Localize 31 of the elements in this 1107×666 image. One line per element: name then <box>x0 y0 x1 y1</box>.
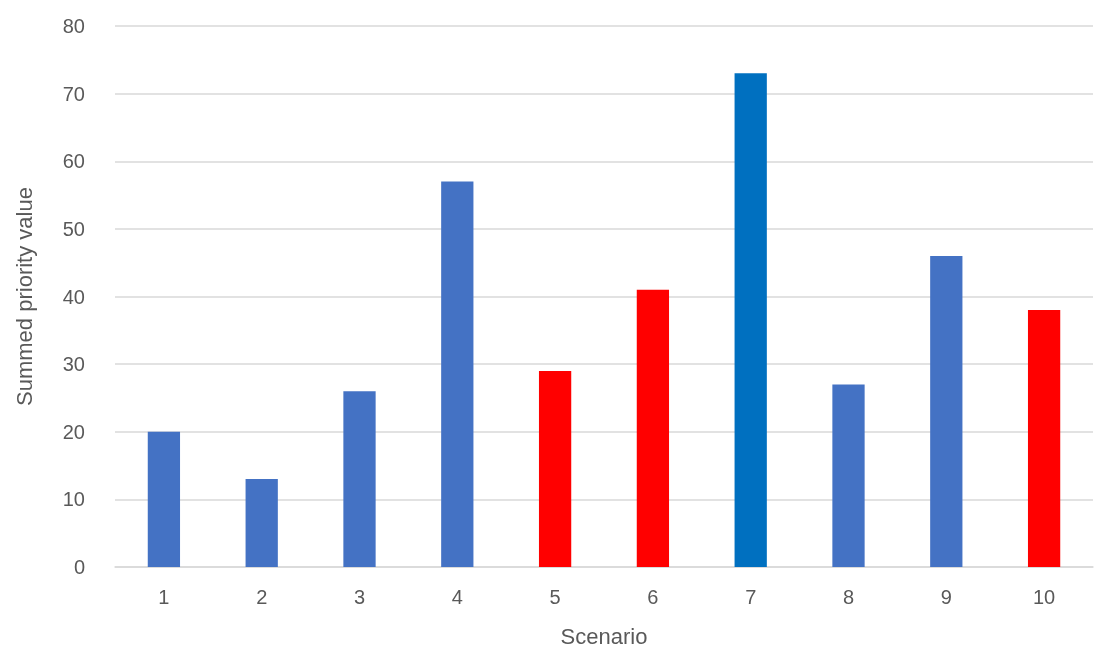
bar <box>441 181 474 567</box>
y-tick-label: 30 <box>62 353 85 376</box>
y-tick-label: 80 <box>62 15 85 37</box>
bar <box>147 431 181 567</box>
x-tick-label: 1 <box>158 586 170 608</box>
x-tick-label: 2 <box>256 586 268 608</box>
bar <box>538 370 572 567</box>
x-axis-title: Scenario <box>560 623 648 649</box>
bar <box>636 289 670 567</box>
x-tick-label: 10 <box>1032 586 1056 608</box>
x-tick-label: 6 <box>647 586 659 608</box>
x-tick-label: 8 <box>842 586 855 608</box>
bar <box>1027 310 1061 567</box>
y-tick-label: 0 <box>73 556 85 578</box>
bar <box>343 391 376 567</box>
bar <box>734 73 767 567</box>
x-tick-label: 7 <box>745 586 757 608</box>
x-tick-label: 4 <box>451 586 463 608</box>
y-tick-label: 40 <box>62 285 85 308</box>
y-tick-label: 20 <box>62 420 85 443</box>
y-tick-label: 50 <box>62 217 85 240</box>
x-tick-label: 5 <box>549 586 561 608</box>
y-axis-title: Summed priority value <box>11 187 37 406</box>
bar <box>832 384 865 567</box>
y-tick-label: 60 <box>62 150 85 173</box>
bar <box>245 479 278 567</box>
y-tick-label: 10 <box>62 488 85 511</box>
x-tick-label: 9 <box>940 586 952 608</box>
y-tick-label: 70 <box>62 82 85 105</box>
bar <box>930 255 963 567</box>
x-tick-label: 3 <box>353 586 366 608</box>
